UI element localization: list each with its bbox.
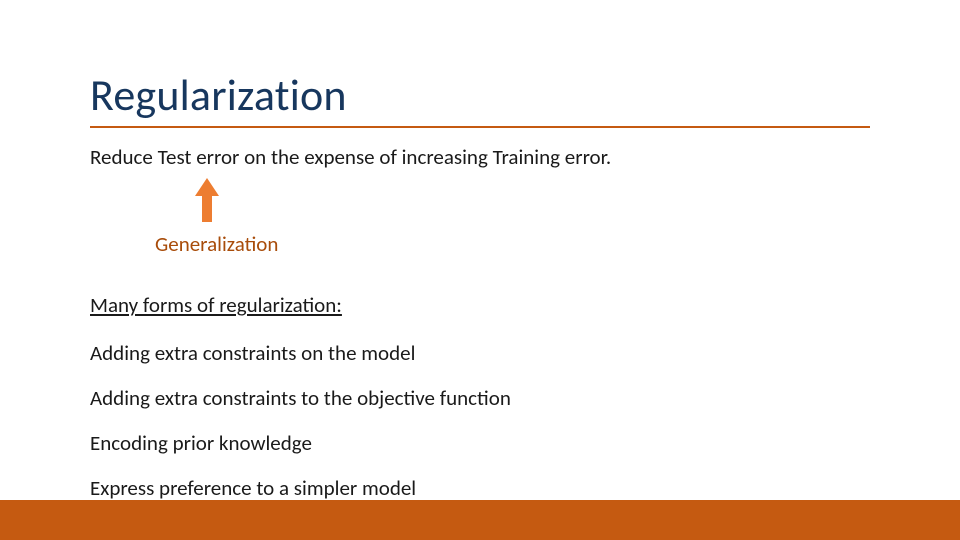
title-underline: [90, 126, 870, 128]
forms-header: Many forms of regularization:: [90, 292, 342, 318]
generalization-label: Generalization: [155, 231, 278, 257]
list-item: Adding extra constraints to the objectiv…: [90, 385, 511, 411]
intro-text: Reduce Test error on the expense of incr…: [90, 144, 611, 170]
list-item: Express preference to a simpler model: [90, 475, 416, 501]
list-item: Adding extra constraints on the model: [90, 340, 415, 366]
list-item: Encoding prior knowledge: [90, 430, 312, 456]
up-arrow-icon: [195, 178, 219, 222]
slide: Regularization Reduce Test error on the …: [0, 0, 960, 540]
footer-accent-bar: [0, 500, 960, 540]
slide-title: Regularization: [90, 68, 347, 122]
